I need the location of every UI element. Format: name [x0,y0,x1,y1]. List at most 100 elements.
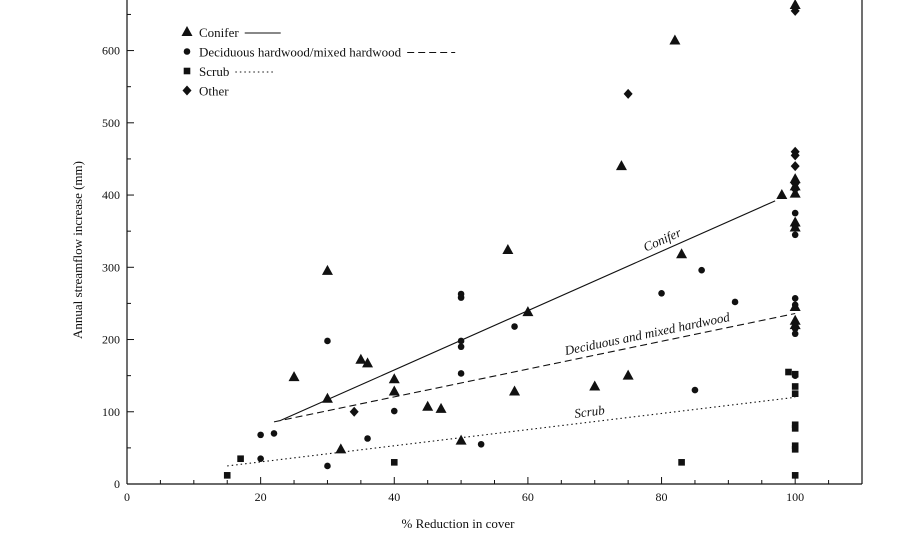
square-point [791,472,799,479]
circle-point [457,337,465,345]
circle-point [791,231,799,239]
triangle-point [776,189,788,200]
y-axis-label: Annual streamflow increase (mm) [70,161,85,339]
triangle-point [321,264,333,275]
legend-label: Deciduous hardwood/mixed hardwood [199,45,402,60]
circle-point [698,266,705,274]
triangle-point [509,385,521,396]
legend-square-icon [183,67,191,75]
fit-line-dotted [227,396,796,467]
square-point [223,472,231,479]
legend-triangle-icon [181,26,193,36]
square-point [791,383,799,390]
circle-point [477,440,485,448]
legend-diamond-icon [182,85,192,96]
tick-labels: 0 20 40 60 80 100 0 100 200 300 400 500 600 [102,44,804,504]
square-point [791,421,799,429]
triangle-point [335,443,347,454]
triangle-point [676,248,688,259]
diamond-point [790,178,800,189]
circle-point [390,407,398,415]
diamond-point [790,161,800,172]
triangle-point [388,385,400,396]
circle-point [791,209,799,217]
circle-point [257,455,264,463]
diamond-point [790,5,800,16]
triangle-point [321,392,333,403]
triangle-point [622,369,634,380]
y-tick-label: 600 [102,44,120,58]
circle-point [364,435,371,442]
square-point [791,446,799,453]
x-tick-label: 80 [656,490,668,504]
triangle-point [522,306,534,317]
circle-point [257,431,264,439]
triangle-point [288,371,300,382]
x-tick-label: 0 [124,490,130,504]
legend-label: Conifer [199,25,239,40]
square-point [791,442,799,450]
square-point [791,390,799,398]
triangle-point [789,216,801,227]
y-tick-label: 400 [102,188,120,202]
diamond-point [623,88,633,99]
circle-point [324,462,331,470]
circle-point [791,330,799,338]
diamond-point [790,150,800,161]
triangle-point [615,160,627,171]
triangle-point [789,173,801,184]
circle-point [691,386,699,394]
legend-circle-icon [183,48,191,55]
square-point [390,459,398,466]
y-tick-label: 200 [102,333,120,347]
circle-point [511,323,518,330]
circle-point [457,370,465,377]
triangle-point [455,434,467,445]
square-point [791,425,799,432]
triangle-point [789,319,801,330]
x-tick-label: 40 [388,490,400,504]
circle-point [791,301,799,309]
fit-line-label: Conifer [641,224,684,254]
fit-line-label: Scrub [573,402,605,421]
y-tick-label: 500 [102,116,120,130]
circle-point [270,430,278,437]
circle-point [791,295,799,302]
square-point [237,455,244,463]
x-tick-label: 20 [255,490,267,504]
x-tick-label: 100 [786,490,804,504]
triangle-point [435,402,447,413]
circle-point [791,224,799,231]
fit-line-labels: Conifer Deciduous and mixed hardwood Scrub [562,224,731,421]
legend-label: Scrub [199,64,229,79]
triangle-point [502,243,514,254]
square-point [785,368,792,376]
square-point [791,370,799,378]
triangle-point [789,0,801,10]
legend: Conifer Deciduous hardwood/mixed hardwood… [181,25,456,99]
y-tick-label: 100 [102,405,120,419]
triangle-point [362,357,374,368]
circle-point [731,298,739,306]
square-point [678,459,685,466]
triangle-point [422,400,434,411]
tick-marks [126,13,863,485]
fit-line-label: Deciduous and mixed hardwood [562,309,731,358]
diamond-point [790,184,800,195]
circle-point [324,337,331,345]
diamond-point [349,406,359,417]
data-points [223,0,801,479]
circle-point [791,325,799,332]
fit-lines [227,200,796,467]
circle-point [457,343,465,351]
triangle-point [388,373,400,384]
axes [126,0,863,485]
fit-line-dashed [273,312,796,423]
x-tick-label: 60 [522,490,534,504]
circle-point [457,294,465,301]
circle-point [658,289,665,297]
triangle-point [669,34,681,45]
legend-label: Other [199,84,229,99]
x-axis-label: % Reduction in cover [402,516,516,531]
